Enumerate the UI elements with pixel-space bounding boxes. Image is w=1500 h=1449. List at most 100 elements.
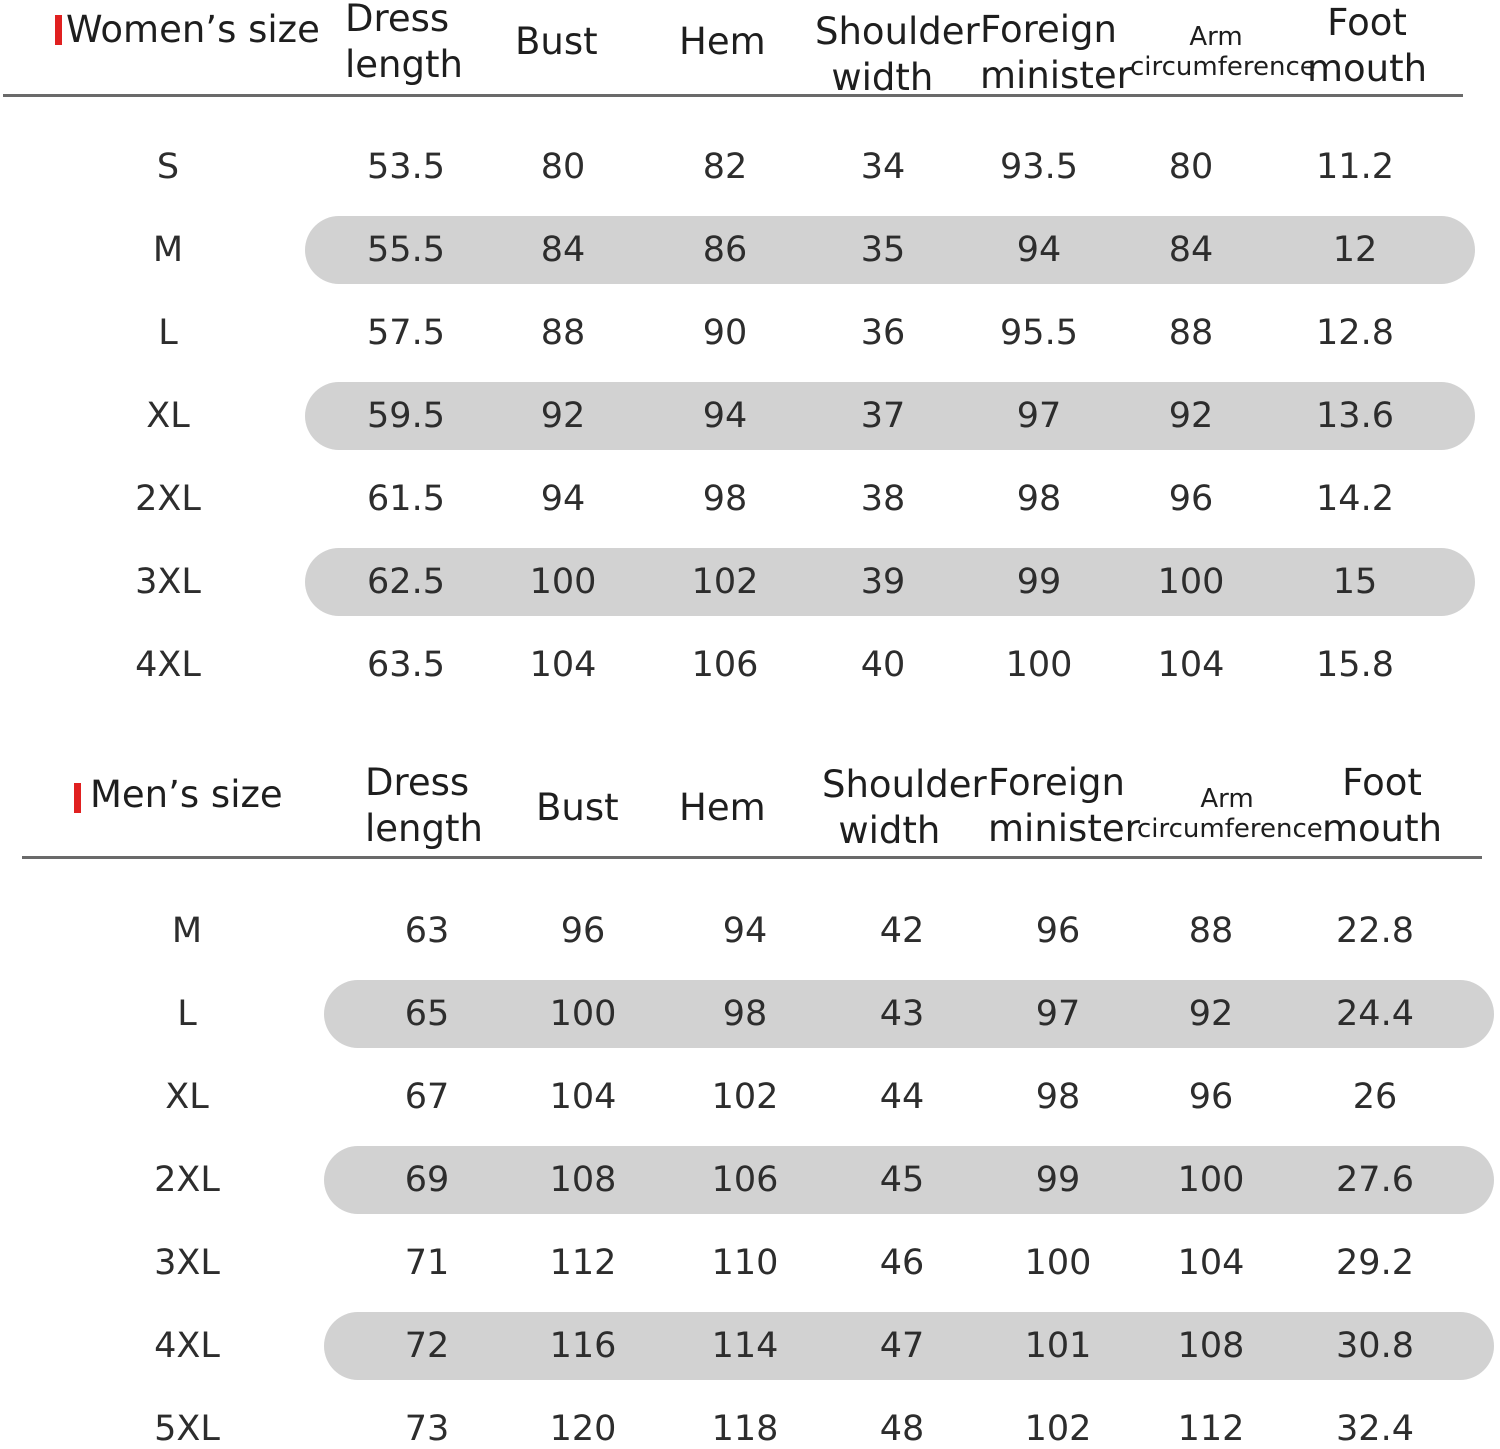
table-cell: 67 bbox=[404, 1077, 450, 1117]
table-cell: 92 bbox=[540, 396, 586, 436]
table-cell: 92 bbox=[1188, 994, 1234, 1034]
table-cell: 61.5 bbox=[367, 479, 445, 519]
table-cell: 90 bbox=[702, 313, 748, 353]
table-cell: 100 bbox=[1024, 1243, 1092, 1283]
size-label: XL bbox=[165, 1077, 209, 1117]
table-cell: 29.2 bbox=[1336, 1243, 1414, 1283]
table-cell: 55.5 bbox=[367, 230, 445, 270]
table-cell: 102 bbox=[711, 1077, 779, 1117]
row-highlight bbox=[324, 1146, 1494, 1214]
table-cell: 24.4 bbox=[1336, 994, 1414, 1034]
table-cell: 38 bbox=[860, 479, 906, 519]
table-cell: 118 bbox=[711, 1409, 779, 1449]
size-label: 3XL bbox=[154, 1243, 220, 1283]
table-cell: 102 bbox=[691, 562, 759, 602]
table-cell: 95.5 bbox=[1000, 313, 1078, 353]
table-cell: 37 bbox=[860, 396, 906, 436]
table-cell: 12.8 bbox=[1316, 313, 1394, 353]
table-cell: 86 bbox=[702, 230, 748, 270]
table-cell: 22.8 bbox=[1336, 911, 1414, 951]
men-header-hem: Hem bbox=[679, 786, 766, 829]
table-cell: 94 bbox=[540, 479, 586, 519]
size-label: 4XL bbox=[154, 1326, 220, 1366]
table-cell: 106 bbox=[711, 1160, 779, 1200]
men-title-marker bbox=[74, 783, 81, 813]
women-header-dress-length: Dress length bbox=[345, 0, 463, 86]
size-label: M bbox=[152, 230, 184, 270]
table-cell: 108 bbox=[549, 1160, 617, 1200]
table-cell: 100 bbox=[549, 994, 617, 1034]
size-label: 5XL bbox=[154, 1409, 220, 1449]
table-cell: 15.8 bbox=[1316, 645, 1394, 685]
size-label: 4XL bbox=[135, 645, 201, 685]
table-cell: 94 bbox=[722, 911, 768, 951]
table-cell: 71 bbox=[404, 1243, 450, 1283]
table-cell: 110 bbox=[711, 1243, 779, 1283]
table-cell: 98 bbox=[702, 479, 748, 519]
table-cell: 104 bbox=[529, 645, 597, 685]
women-header-arm-circumference: Arm circumference bbox=[1130, 22, 1316, 82]
table-cell: 88 bbox=[1188, 911, 1234, 951]
table-cell: 97 bbox=[1016, 396, 1062, 436]
table-cell: 30.8 bbox=[1336, 1326, 1414, 1366]
table-cell: 94 bbox=[702, 396, 748, 436]
women-title: Women’s size bbox=[66, 8, 320, 51]
table-cell: 116 bbox=[549, 1326, 617, 1366]
table-cell: 96 bbox=[1188, 1077, 1234, 1117]
men-header-bust: Bust bbox=[536, 786, 619, 829]
men-header-foreign-minister: Foreign minister bbox=[988, 761, 1140, 850]
table-cell: 26 bbox=[1352, 1077, 1398, 1117]
table-cell: 88 bbox=[1168, 313, 1214, 353]
table-cell: 100 bbox=[1177, 1160, 1245, 1200]
size-label: 2XL bbox=[154, 1160, 220, 1200]
table-cell: 65 bbox=[404, 994, 450, 1034]
table-cell: 53.5 bbox=[367, 147, 445, 187]
table-cell: 32.4 bbox=[1336, 1409, 1414, 1449]
men-header-divider bbox=[22, 856, 1482, 859]
size-label: 3XL bbox=[135, 562, 201, 602]
row-highlight bbox=[305, 216, 1475, 284]
table-cell: 47 bbox=[879, 1326, 925, 1366]
table-cell: 112 bbox=[549, 1243, 617, 1283]
table-cell: 104 bbox=[1177, 1243, 1245, 1283]
men-header-arm-circumference: Arm circumference bbox=[1137, 784, 1323, 844]
table-cell: 96 bbox=[1168, 479, 1214, 519]
table-cell: 73 bbox=[404, 1409, 450, 1449]
table-cell: 104 bbox=[1157, 645, 1225, 685]
men-header-foot-mouth: Foot mouth bbox=[1322, 761, 1443, 850]
men-title: Men’s size bbox=[90, 773, 283, 816]
table-cell: 114 bbox=[711, 1326, 779, 1366]
table-cell: 97 bbox=[1035, 994, 1081, 1034]
table-cell: 108 bbox=[1177, 1326, 1245, 1366]
table-cell: 84 bbox=[540, 230, 586, 270]
table-cell: 96 bbox=[560, 911, 606, 951]
women-header-hem: Hem bbox=[679, 20, 766, 63]
row-highlight bbox=[305, 382, 1475, 450]
table-cell: 40 bbox=[860, 645, 906, 685]
table-cell: 84 bbox=[1168, 230, 1214, 270]
table-cell: 106 bbox=[691, 645, 759, 685]
table-cell: 120 bbox=[549, 1409, 617, 1449]
women-header-foreign-minister: Foreign minister bbox=[980, 8, 1132, 97]
table-cell: 57.5 bbox=[367, 313, 445, 353]
table-cell: 63.5 bbox=[367, 645, 445, 685]
table-cell: 27.6 bbox=[1336, 1160, 1414, 1200]
table-cell: 104 bbox=[549, 1077, 617, 1117]
table-cell: 72 bbox=[404, 1326, 450, 1366]
women-size-table: Women’s size Dress length Bust Hem Shoul… bbox=[0, 0, 1500, 720]
size-label: M bbox=[171, 911, 203, 951]
table-cell: 12 bbox=[1332, 230, 1378, 270]
table-cell: 43 bbox=[879, 994, 925, 1034]
table-cell: 98 bbox=[1016, 479, 1062, 519]
table-cell: 98 bbox=[1035, 1077, 1081, 1117]
men-size-table: Men’s size Dress length Bust Hem Shoulde… bbox=[0, 760, 1500, 1449]
women-header-bust: Bust bbox=[515, 20, 598, 63]
women-title-marker bbox=[55, 15, 62, 45]
table-cell: 62.5 bbox=[367, 562, 445, 602]
women-header-foot-mouth: Foot mouth bbox=[1307, 1, 1428, 90]
table-cell: 63 bbox=[404, 911, 450, 951]
table-cell: 11.2 bbox=[1316, 147, 1394, 187]
table-cell: 69 bbox=[404, 1160, 450, 1200]
table-cell: 36 bbox=[860, 313, 906, 353]
table-cell: 13.6 bbox=[1316, 396, 1394, 436]
